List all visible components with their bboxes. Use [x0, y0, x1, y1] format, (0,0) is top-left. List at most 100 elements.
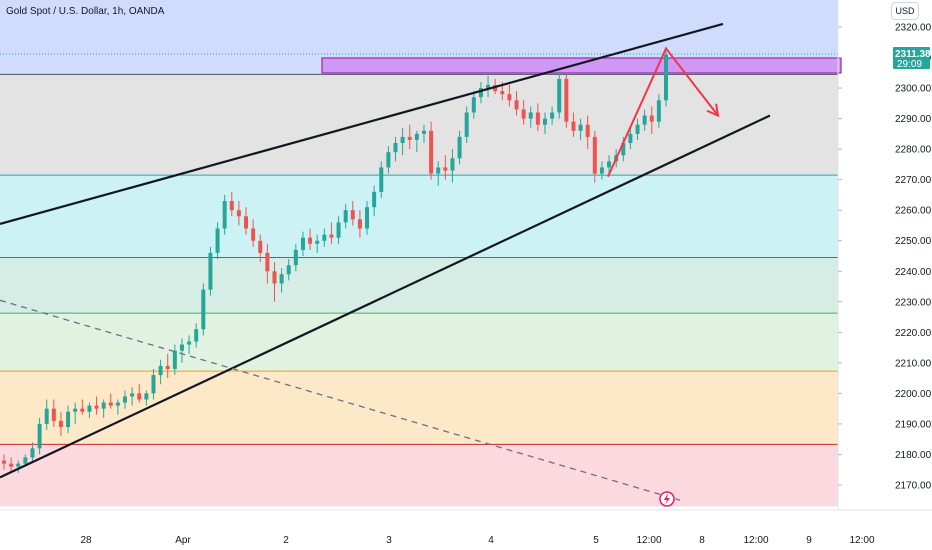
candle-body: [350, 210, 355, 220]
time-tick-label: Apr: [175, 535, 191, 546]
candle-body: [507, 94, 512, 101]
candle-body: [514, 100, 519, 110]
candle: [414, 130, 419, 153]
candle: [130, 387, 135, 406]
candle-body: [37, 423, 42, 449]
price-tick-label: 2240.00: [895, 267, 932, 278]
descending-dashed-line[interactable]: [0, 299, 681, 501]
candle-body: [486, 85, 491, 89]
candle: [236, 201, 241, 226]
candle-body: [528, 112, 533, 119]
candle: [258, 234, 263, 263]
candle-body: [265, 252, 270, 272]
candle-body: [599, 167, 604, 174]
candle-body: [222, 201, 227, 229]
candle-body: [656, 100, 661, 122]
price-axis-ticks[interactable]: 2320.002310.002300.002290.002280.002270.…: [838, 23, 932, 492]
time-tick-label: 9: [806, 535, 812, 546]
candle-body: [286, 265, 291, 275]
candle: [308, 228, 313, 250]
price-zone-5: [0, 371, 838, 445]
currency-label: USD: [895, 6, 915, 16]
candle: [514, 91, 519, 116]
candle: [66, 405, 71, 434]
candle-body: [144, 393, 149, 400]
candle: [571, 112, 576, 137]
time-tick-label: 4: [488, 535, 494, 546]
candle-body: [258, 240, 263, 253]
candle-body: [151, 375, 156, 394]
trendlines[interactable]: [0, 22, 771, 501]
candle-body: [478, 88, 483, 98]
upper-channel-line[interactable]: [0, 22, 724, 226]
price-zone-6: [0, 444, 838, 507]
candle: [486, 75, 491, 98]
price-tick-label: 2170.00: [895, 481, 932, 492]
candle-body: [571, 121, 576, 131]
candle-body: [436, 167, 441, 174]
candle-body: [172, 350, 177, 369]
candle-body: [365, 207, 370, 229]
candle: [293, 243, 298, 272]
candle-body: [421, 130, 426, 134]
time-tick-label: 12:00: [636, 535, 661, 546]
candle: [578, 118, 583, 140]
candle: [315, 234, 320, 253]
time-axis-ticks[interactable]: 28 Apr 2 3 4 5 12:00 8 12:00 9 12:00: [80, 535, 875, 546]
candle: [16, 460, 21, 473]
candle-body: [279, 274, 284, 284]
price-zone-1: [0, 74, 838, 176]
candle-body: [372, 191, 377, 208]
candle: [2, 454, 6, 470]
lower-channel-line[interactable]: [0, 114, 771, 479]
resistance-zone-box[interactable]: [321, 57, 842, 74]
projection-arrow-path[interactable]: [607, 46, 719, 178]
price-tick-label: 2300.00: [895, 84, 932, 95]
candle-body: [315, 240, 320, 244]
time-tick-label: 12:00: [743, 535, 768, 546]
candle: [165, 353, 170, 379]
candle-body: [9, 463, 14, 467]
candle: [450, 149, 455, 183]
candle: [550, 106, 555, 125]
candle: [386, 146, 391, 174]
candle: [507, 85, 512, 107]
candle-body: [450, 158, 455, 171]
candle: [557, 72, 562, 119]
candle: [251, 219, 256, 247]
price-tick-label: 2250.00: [895, 236, 932, 247]
candle-body: [66, 411, 71, 427]
last-price-tag: 2311.380 29:09: [893, 47, 932, 70]
candle-body: [187, 341, 192, 345]
candle-body: [51, 408, 56, 421]
candle-body: [607, 161, 612, 168]
last-price-value: 2311.380: [895, 49, 932, 60]
candle-body: [457, 136, 462, 159]
candle: [94, 396, 99, 415]
candle-body: [550, 112, 555, 119]
candle: [51, 399, 56, 427]
candle-body: [429, 130, 434, 174]
candle: [528, 106, 533, 128]
candle: [108, 393, 113, 409]
candle: [478, 81, 483, 104]
candle: [279, 268, 284, 293]
candle-body: [300, 237, 305, 250]
currency-selector[interactable]: USD: [891, 2, 919, 20]
candle: [215, 222, 220, 260]
candle: [222, 194, 227, 235]
candle: [144, 390, 149, 406]
candle: [272, 262, 277, 302]
candle-body: [115, 402, 120, 406]
candle: [80, 399, 85, 415]
price-tick-label: 2320.00: [895, 23, 932, 34]
candle: [592, 130, 597, 183]
candle: [379, 161, 384, 198]
candle-body: [414, 133, 419, 140]
candle: [44, 399, 49, 431]
price-zones: [0, 0, 838, 507]
price-tick-label: 2200.00: [895, 389, 932, 400]
time-tick-label: 2: [283, 535, 289, 546]
price-tick-label: 2180.00: [895, 450, 932, 461]
